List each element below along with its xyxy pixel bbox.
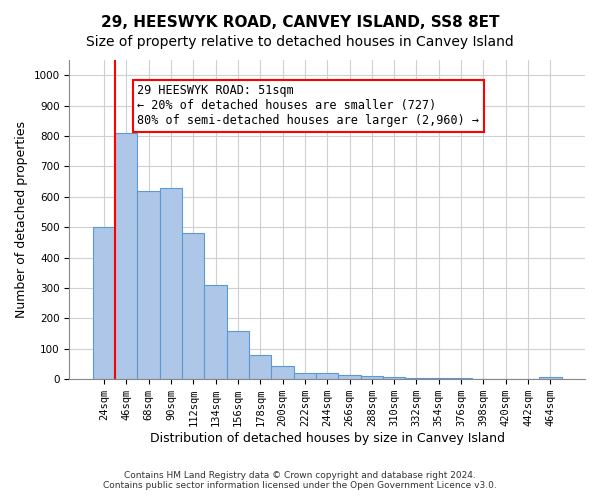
Text: 29, HEESWYK ROAD, CANVEY ISLAND, SS8 8ET: 29, HEESWYK ROAD, CANVEY ISLAND, SS8 8ET: [101, 15, 499, 30]
Bar: [137, 190, 160, 379]
Bar: [472, 378, 494, 379]
Bar: [539, 377, 562, 379]
Bar: [383, 377, 406, 379]
Bar: [205, 285, 227, 379]
Bar: [338, 374, 361, 379]
Bar: [115, 133, 137, 379]
Bar: [517, 378, 539, 379]
Bar: [450, 378, 472, 379]
Bar: [494, 378, 517, 379]
Bar: [316, 373, 338, 379]
Bar: [406, 378, 428, 379]
Bar: [294, 372, 316, 379]
Y-axis label: Number of detached properties: Number of detached properties: [15, 121, 28, 318]
Bar: [361, 376, 383, 379]
Text: Contains HM Land Registry data © Crown copyright and database right 2024.
Contai: Contains HM Land Registry data © Crown c…: [103, 470, 497, 490]
Bar: [271, 366, 294, 379]
Bar: [249, 355, 271, 379]
Text: Size of property relative to detached houses in Canvey Island: Size of property relative to detached ho…: [86, 35, 514, 49]
Bar: [182, 234, 205, 379]
Bar: [227, 330, 249, 379]
Bar: [160, 188, 182, 379]
Text: 29 HEESWYK ROAD: 51sqm
← 20% of detached houses are smaller (727)
80% of semi-de: 29 HEESWYK ROAD: 51sqm ← 20% of detached…: [137, 84, 479, 128]
Bar: [93, 227, 115, 379]
X-axis label: Distribution of detached houses by size in Canvey Island: Distribution of detached houses by size …: [150, 432, 505, 445]
Bar: [428, 378, 450, 379]
